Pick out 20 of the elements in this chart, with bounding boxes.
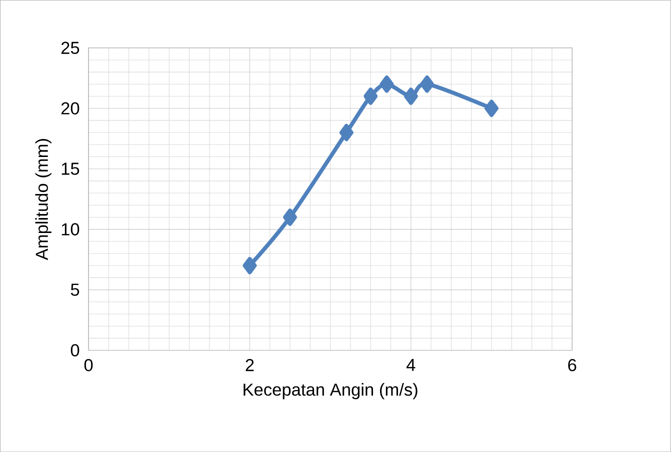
y-tick-label: 10	[62, 223, 80, 236]
y-tick-label: 20	[61, 102, 80, 114]
x-tick-label: 0	[84, 358, 93, 372]
point	[420, 75, 434, 93]
y-axis-title: Amplitudo (mm)	[35, 138, 52, 260]
point	[404, 88, 418, 105]
point	[283, 208, 298, 226]
point	[339, 124, 354, 142]
x-tick-label: 2	[246, 358, 254, 371]
point	[242, 256, 257, 274]
y-tick-label: 25	[61, 42, 80, 54]
x-tick-label: 4	[406, 358, 416, 371]
y-tick-label: 15	[62, 162, 80, 175]
y-tick-label: 5	[70, 284, 80, 296]
point	[364, 88, 378, 105]
point	[380, 75, 394, 93]
x-tick-label: 6	[568, 358, 576, 372]
x-axis-title: Kecepatan Angin (m/s)	[244, 382, 418, 400]
y-tick-label: 0	[70, 344, 80, 356]
point	[484, 100, 499, 117]
